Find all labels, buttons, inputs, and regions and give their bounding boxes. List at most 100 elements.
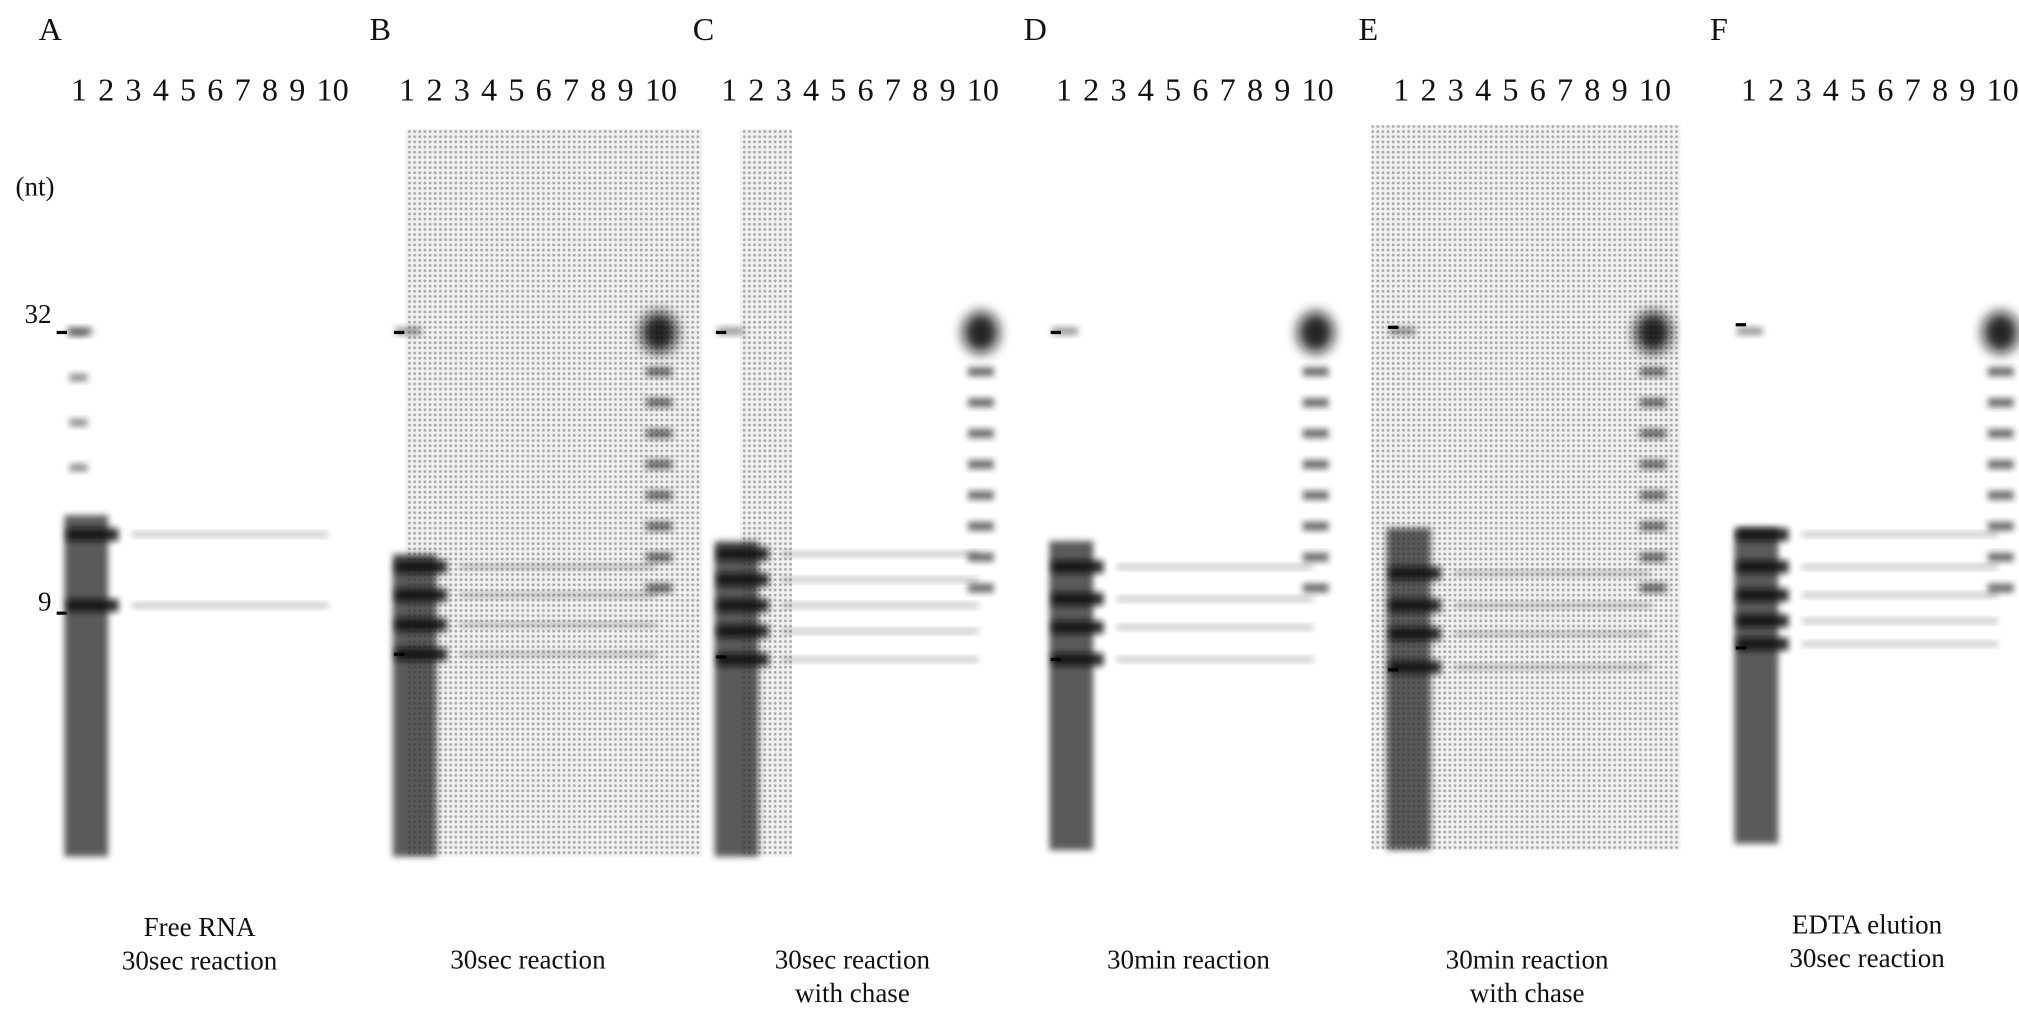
gel-band bbox=[1454, 570, 1651, 576]
gel-band bbox=[717, 598, 769, 612]
gel-band bbox=[131, 602, 329, 609]
lane-number: 4 bbox=[803, 71, 819, 107]
gel-band bbox=[1635, 311, 1672, 354]
gel-band bbox=[69, 328, 88, 337]
panel-label: C bbox=[693, 11, 714, 47]
lane-number: 1 bbox=[1741, 71, 1757, 107]
lane-number: 7 bbox=[885, 71, 901, 107]
lane-number: 9 bbox=[1612, 71, 1628, 107]
gel-band bbox=[1737, 528, 1789, 542]
gel-band bbox=[1987, 521, 2014, 531]
gel-band bbox=[968, 398, 994, 408]
panel-label: A bbox=[39, 11, 63, 47]
gel-band bbox=[968, 429, 994, 439]
gel-band bbox=[69, 463, 88, 472]
lane-number: 1 bbox=[399, 71, 415, 107]
lane-smear bbox=[64, 515, 109, 857]
gel-band bbox=[395, 647, 447, 661]
lane-number: 6 bbox=[1530, 71, 1546, 107]
gel-band bbox=[968, 583, 994, 593]
gel-band bbox=[460, 592, 657, 598]
lane-number: 7 bbox=[235, 71, 251, 107]
lane-number: 1 bbox=[721, 71, 737, 107]
lane-number: 5 bbox=[1850, 71, 1866, 107]
lane-number: 1 bbox=[1056, 71, 1072, 107]
gel-panel bbox=[1371, 125, 1681, 851]
gel-band bbox=[1801, 618, 1999, 624]
gel-band bbox=[69, 418, 88, 427]
gel-band bbox=[1389, 566, 1441, 580]
gel-band bbox=[1302, 429, 1329, 439]
lane-number: 10 bbox=[1987, 71, 2019, 107]
lane-number: 2 bbox=[1768, 71, 1784, 107]
gel-band bbox=[1640, 459, 1666, 469]
gel-band bbox=[1801, 564, 1999, 570]
gel-band bbox=[1051, 653, 1104, 666]
lane-number: 6 bbox=[1192, 71, 1208, 107]
gel-band bbox=[1640, 429, 1666, 439]
gel-band bbox=[962, 311, 999, 354]
lane-number: 8 bbox=[262, 71, 278, 107]
gel-band bbox=[782, 577, 979, 583]
gel-band bbox=[1987, 398, 2014, 408]
panel-label: D bbox=[1024, 11, 1047, 47]
lane-number: 10 bbox=[967, 71, 999, 107]
lane-number: 8 bbox=[590, 71, 606, 107]
lane-number: 7 bbox=[1905, 71, 1921, 107]
lane-number: 1 bbox=[1393, 71, 1409, 107]
gel-band bbox=[1987, 552, 2014, 562]
gel-band bbox=[646, 459, 672, 469]
gel-band bbox=[1302, 459, 1329, 469]
gel-panel bbox=[1734, 311, 2019, 844]
gel-band bbox=[1987, 490, 2014, 500]
gel-band bbox=[1640, 521, 1666, 531]
lane-number: 2 bbox=[1083, 71, 1099, 107]
gel-band bbox=[646, 552, 672, 562]
lane-number: 3 bbox=[1795, 71, 1811, 107]
lane-smear bbox=[1386, 528, 1431, 851]
lane-number: 10 bbox=[316, 71, 348, 107]
gel-band bbox=[717, 653, 769, 666]
gel-band bbox=[1116, 564, 1314, 570]
gel-band bbox=[395, 588, 447, 602]
gel-band bbox=[1454, 631, 1651, 637]
panel-caption: 30min reaction bbox=[1446, 944, 1609, 974]
gel-band bbox=[1987, 459, 2014, 469]
lane-smear bbox=[1049, 541, 1094, 851]
gel-band bbox=[1801, 641, 1999, 647]
gel-band bbox=[646, 490, 672, 500]
lane-number: 8 bbox=[912, 71, 928, 107]
lane-number: 3 bbox=[1448, 71, 1464, 107]
gel-band bbox=[1640, 583, 1666, 593]
lane-number: 9 bbox=[1274, 71, 1290, 107]
gel-band bbox=[1302, 398, 1329, 408]
gel-band bbox=[1640, 552, 1666, 562]
gel-band bbox=[1801, 592, 1999, 598]
lane-number: 5 bbox=[1502, 71, 1518, 107]
unit-label: (nt) bbox=[15, 172, 54, 202]
gel-band bbox=[1454, 664, 1651, 670]
panel-caption: with chase bbox=[795, 978, 910, 1008]
lane-number: 2 bbox=[426, 71, 442, 107]
gel-band bbox=[1116, 624, 1314, 630]
gel-band bbox=[395, 327, 422, 336]
gel-band bbox=[1389, 327, 1416, 336]
gel-band bbox=[646, 367, 672, 377]
gel-band bbox=[1982, 311, 2019, 354]
gel-band bbox=[782, 656, 979, 663]
gel-band bbox=[782, 551, 979, 557]
lane-number: 3 bbox=[1110, 71, 1126, 107]
lane-number: 5 bbox=[1165, 71, 1181, 107]
lane-number: 10 bbox=[645, 71, 677, 107]
lane-number: 2 bbox=[1421, 71, 1437, 107]
gel-band bbox=[66, 528, 119, 542]
gel-band bbox=[782, 602, 979, 609]
gel-band bbox=[717, 624, 769, 638]
panel-caption: 30sec reaction bbox=[1789, 943, 1945, 973]
gel-band bbox=[1302, 490, 1329, 500]
lane-number: 3 bbox=[125, 71, 141, 107]
gel-band bbox=[1737, 327, 1763, 336]
panel-caption: Free RNA bbox=[144, 912, 256, 942]
gel-band bbox=[1389, 598, 1441, 612]
